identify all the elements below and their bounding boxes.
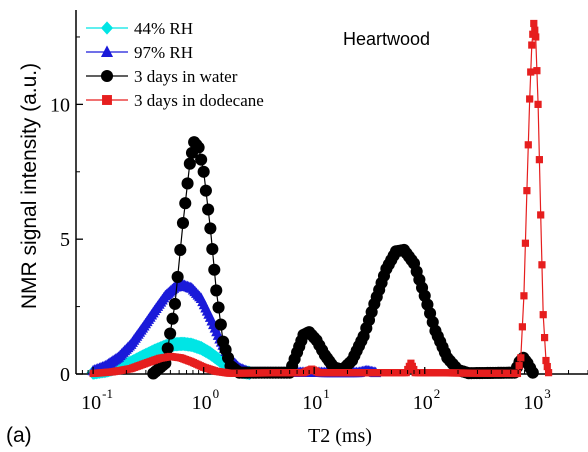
y-tick-label: 10 [50, 94, 70, 116]
data-point [202, 203, 215, 216]
series-circle [147, 136, 539, 380]
data-point [517, 354, 525, 362]
x-tick-exponent: 3 [544, 386, 551, 401]
data-point [524, 141, 532, 149]
series-line [152, 140, 534, 374]
data-point [214, 318, 227, 331]
x-tick-label: 10 [302, 392, 322, 414]
legend-marker [100, 45, 114, 57]
x-tick-label: 10 [523, 392, 543, 414]
data-point [521, 239, 530, 247]
legend-label: 44% RH [134, 19, 193, 38]
data-point [526, 95, 534, 103]
series-layer [86, 19, 553, 381]
legend-label: 3 days in dodecane [134, 91, 264, 110]
x-tick-exponent: -1 [102, 386, 113, 401]
data-point [197, 165, 210, 178]
data-point [204, 222, 217, 235]
data-point [530, 19, 538, 28]
data-point [195, 153, 208, 166]
data-point [212, 301, 225, 314]
x-tick-exponent: 0 [213, 386, 220, 401]
data-point [538, 261, 546, 269]
data-point [206, 243, 219, 256]
legend: 44% RH 97% RH 3 days in water 3 days in dod… [86, 19, 264, 110]
legend-item: 3 days in water [86, 67, 238, 86]
y-tick-label: 5 [60, 229, 70, 251]
data-point [176, 216, 190, 230]
x-axis-label: T2 (ms) [308, 425, 372, 447]
data-point [531, 26, 539, 34]
data-point [171, 270, 184, 283]
legend-marker [100, 69, 114, 83]
x-tick-label: 10 [413, 392, 433, 414]
data-point [542, 356, 550, 365]
data-point [210, 284, 223, 297]
x-tick-exponent: 1 [323, 386, 330, 401]
data-point [537, 211, 545, 219]
data-point [181, 177, 194, 190]
legend-label: 97% RH [134, 43, 193, 62]
data-point [166, 312, 179, 325]
legend-label: 3 days in water [134, 67, 238, 86]
data-point [535, 156, 543, 164]
data-point [174, 243, 187, 257]
legend-item: 97% RH [86, 43, 193, 62]
data-point [528, 41, 536, 49]
data-point [168, 297, 182, 310]
data-point [513, 369, 522, 378]
series-square [89, 19, 553, 378]
data-point [199, 184, 212, 197]
data-point [534, 100, 542, 108]
x-tick-label: 10 [192, 392, 212, 414]
legend-marker [102, 95, 112, 105]
y-tick-label: 0 [60, 364, 70, 386]
x-tick-label: 10 [81, 392, 101, 414]
data-point [161, 342, 174, 355]
data-point [543, 362, 551, 371]
data-point [520, 292, 528, 300]
data-point [532, 33, 540, 41]
y-axis-label: NMR signal intensity (a.u.) [18, 63, 41, 309]
heartwood-annotation: Heartwood [343, 29, 430, 49]
data-point [526, 366, 539, 379]
data-point [515, 362, 523, 370]
legend-marker [100, 21, 114, 35]
data-point [183, 157, 196, 170]
x-tick-exponent: 2 [434, 386, 441, 401]
data-point [527, 68, 535, 76]
legend-item: 44% RH [86, 19, 193, 38]
data-point [523, 187, 531, 195]
data-point [533, 67, 541, 75]
data-point [518, 323, 526, 331]
panel-label: (a) [6, 424, 32, 447]
legend-item: 3 days in dodecane [86, 91, 264, 110]
data-point [208, 263, 221, 276]
data-point [539, 311, 547, 319]
data-point [179, 197, 192, 210]
data-point [544, 369, 553, 377]
data-point [192, 141, 205, 154]
data-point [164, 327, 177, 340]
data-point [540, 334, 549, 342]
